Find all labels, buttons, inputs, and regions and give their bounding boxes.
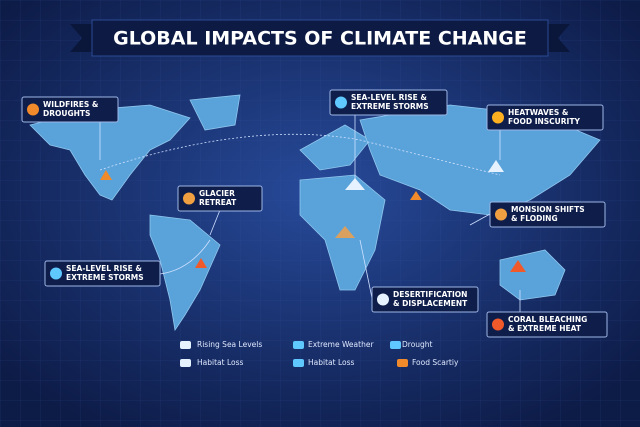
callout: SEA-LEVEL RISE &EXTREME STORMS (44, 260, 161, 287)
callout-text: FOOD INSCURITY (508, 117, 580, 126)
callout-box (489, 201, 606, 228)
callout-text: GLACIER (199, 189, 235, 198)
title: GLOBAL IMPACTS OF CLIMATE CHANGE (113, 28, 527, 50)
callout-text: DROUGHTS (43, 109, 90, 118)
legend-icon (390, 341, 401, 349)
legend: Rising Sea Levels Extreme Weather Drought H… (180, 340, 459, 367)
title-banner: GLOBAL IMPACTS OF CLIMATE CHANGE (70, 19, 570, 57)
callout-box (329, 89, 448, 116)
callout-icon (492, 318, 504, 331)
callout-text: EXTREME STORMS (351, 102, 429, 111)
callout-text: & EXTREME HEAT (508, 324, 582, 333)
legend-icon (293, 341, 304, 349)
callout-icon (495, 208, 507, 221)
legend-icon (293, 359, 304, 367)
callout-box (486, 311, 608, 338)
callout-box (486, 104, 604, 131)
callout-box (21, 96, 119, 123)
callout-box (177, 185, 263, 212)
callout: WILDFIRES &DROUGHTS (21, 96, 119, 123)
legend-label: Food Scartiy (412, 358, 459, 367)
legend-label: Habitat Loss (197, 358, 243, 367)
callout-text: HEATWAVES & (508, 108, 569, 117)
callout: DESERTIFICATION& DISPLACEMENT (371, 286, 479, 313)
callout-text: & FLODING (511, 214, 558, 223)
callout-text: & DISPLACEMENT (393, 299, 468, 308)
callout-text: SEA-LEVEL RISE & (66, 264, 142, 273)
callout-icon (335, 96, 347, 109)
legend-icon (397, 359, 408, 367)
callout-icon (27, 103, 39, 116)
callout-text: CORAL BLEACHING (508, 315, 587, 324)
callout: HEATWAVES &FOOD INSCURITY (486, 104, 604, 131)
callout-text: RETREAT (199, 198, 237, 207)
callout-box (44, 260, 161, 287)
callout-text: MONSION SHIFTS (511, 205, 585, 214)
map-icons (100, 160, 526, 272)
callout-icon (50, 267, 62, 280)
callout-text: EXTREME STORMS (66, 273, 144, 282)
callout-icon (492, 111, 504, 124)
legend-label: Habitat Loss (308, 358, 354, 367)
legend-label: Rising Sea Levels (197, 340, 262, 349)
world-map (29, 94, 601, 332)
callout-icon (377, 293, 389, 306)
callout: MONSION SHIFTS& FLODING (489, 201, 606, 228)
callout-text: SEA-LEVEL RISE & (351, 93, 427, 102)
callout-text: WILDFIRES & (43, 100, 99, 109)
legend-label: Extreme Weather (308, 340, 374, 349)
callout-icon (183, 192, 195, 205)
legend-icon (180, 359, 191, 367)
callout-box (371, 286, 479, 313)
callout-text: DESERTIFICATION (393, 290, 467, 299)
callout: SEA-LEVEL RISE &EXTREME STORMS (329, 89, 448, 116)
legend-label: Drought (402, 340, 433, 349)
legend-icon (180, 341, 191, 349)
connectors (99, 115, 521, 312)
callout: CORAL BLEACHING& EXTREME HEAT (486, 311, 608, 338)
